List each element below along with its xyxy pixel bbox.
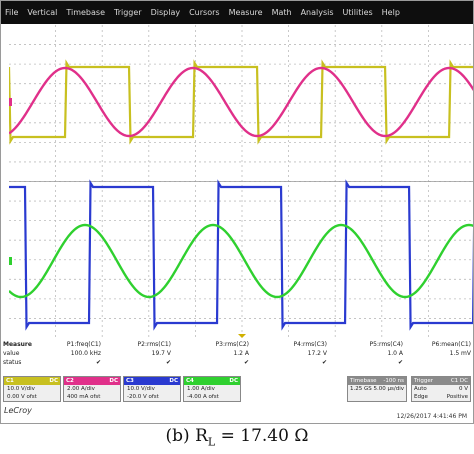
channel-header: C4 DC	[184, 377, 240, 385]
menu-utilities[interactable]: Utilities	[342, 8, 373, 17]
channel-name: C3	[126, 378, 134, 384]
trace-c2-sine-current	[9, 66, 473, 138]
timebase-label: Timebase	[350, 378, 377, 384]
channel-header: C1 DC	[4, 377, 60, 385]
channel-box-c3[interactable]: C3 DC 10.0 V/div -20.0 V ofst	[123, 376, 181, 402]
trace-c3-square-wave	[9, 179, 473, 331]
measure-status-p5: ✔	[397, 359, 403, 366]
menu-trigger[interactable]: Trigger	[114, 8, 142, 17]
channel-2-marker	[9, 98, 12, 106]
measure-name-p1: P1:freq(C1)	[66, 341, 101, 348]
measure-name-p5: P5:rms(C4)	[369, 341, 403, 348]
channel-box-c4[interactable]: C4 DC 1.00 A/div -4.00 A ofst	[183, 376, 241, 402]
measure-value-p3: 1.2 A	[233, 350, 249, 357]
status-label: status	[3, 359, 22, 366]
measure-value-p4: 17.2 V	[307, 350, 327, 357]
channel-header: C2 DC	[64, 377, 120, 385]
trigger-label: Trigger	[414, 378, 433, 384]
channel-name: C1	[6, 378, 14, 384]
measure-name-p3: P3:rms(C2)	[215, 341, 249, 348]
channel-scale: 10.0 V/div	[127, 386, 155, 392]
channel-name: C2	[66, 378, 74, 384]
measure-value-p5: 1.0 A	[387, 350, 403, 357]
trigger-position-marker	[238, 334, 246, 338]
channel-offset: -4.00 A ofst	[187, 394, 219, 400]
trigger-type: Edge	[414, 394, 428, 400]
menu-measure[interactable]: Measure	[228, 8, 263, 17]
menu-analysis[interactable]: Analysis	[300, 8, 334, 17]
channel-coupling: DC	[49, 378, 58, 384]
timebase-delay: -100 ns	[383, 378, 404, 384]
channel-box-c1[interactable]: C1 DC 10.0 V/div 0.00 V ofst	[3, 376, 61, 402]
channel-scale: 2.00 A/div	[67, 386, 95, 392]
measure-label: Measure	[3, 341, 32, 348]
trace-c1-square-wave	[9, 59, 473, 145]
channel-scale: 10.0 V/div	[7, 386, 35, 392]
measure-name-p2: P2:rms(C1)	[137, 341, 171, 348]
measure-value-p2: 19.7 V	[151, 350, 171, 357]
figure-caption: (b) RL = 17.40 Ω	[0, 424, 474, 449]
menu-display[interactable]: Display	[150, 8, 181, 17]
channel-offset: 0.00 V ofst	[7, 394, 37, 400]
channel-header: C3 DC	[124, 377, 180, 385]
menu-timebase[interactable]: Timebase	[66, 8, 105, 17]
menu-math[interactable]: Math	[271, 8, 292, 17]
channel-coupling: DC	[109, 378, 118, 384]
channel-offset: -20.0 V ofst	[127, 394, 159, 400]
channel-descriptors: Timebase -100 ns 1.25 GS 5.00 µs/div Trigg…	[1, 376, 473, 406]
measure-status-p4: ✔	[321, 359, 327, 366]
trigger-level: 0 V	[458, 386, 468, 392]
channel-box-c2[interactable]: C2 DC 2.00 A/div 400 mA ofst	[63, 376, 121, 402]
measure-status-p3: ✔	[243, 359, 249, 366]
oscilloscope-screen: File Vertical Timebase Trigger Display Cursor…	[0, 0, 474, 424]
caption-suffix: = 17.40 Ω	[215, 426, 309, 446]
measure-status-p1: ✔	[95, 359, 101, 366]
trigger-box[interactable]: Trigger C1 DC Auto 0 V Edge Positive	[411, 376, 471, 402]
trace-c4-sine-current	[9, 223, 473, 299]
measure-value-p6: 1.5 mV	[449, 350, 471, 357]
channel-coupling: DC	[229, 378, 238, 384]
menu-vertical[interactable]: Vertical	[27, 8, 58, 17]
timebase-rate: 1.25 GS	[350, 386, 372, 392]
timebase-box[interactable]: Timebase -100 ns 1.25 GS 5.00 µs/div	[347, 376, 407, 402]
trigger-source: C1 DC	[450, 378, 468, 384]
menu-bar: File Vertical Timebase Trigger Display Cursor…	[1, 1, 473, 24]
brand-logo: LeCroy	[4, 406, 32, 415]
trigger-slope: Positive	[446, 394, 468, 400]
waveform-display	[9, 25, 473, 338]
measurement-table: Measure value status P1:freq(C1) 100.0 kH…	[1, 339, 473, 375]
menu-cursors[interactable]: Cursors	[189, 8, 220, 17]
menu-help[interactable]: Help	[381, 8, 400, 17]
measure-name-p4: P4:rms(C3)	[293, 341, 327, 348]
trigger-mode: Auto	[414, 386, 427, 392]
timestamp: 12/26/2017 4:41:46 PM	[396, 413, 467, 420]
channel-scale: 1.00 A/div	[187, 386, 215, 392]
channel-4-marker	[9, 257, 12, 265]
menu-file[interactable]: File	[5, 8, 19, 17]
channel-coupling: DC	[169, 378, 178, 384]
channel-offset: 400 mA ofst	[67, 394, 101, 400]
measure-name-p6: P6:mean(C1)	[431, 341, 471, 348]
caption-subscript: L	[207, 435, 216, 449]
measure-status-p2: ✔	[165, 359, 171, 366]
value-label: value	[3, 350, 20, 357]
measure-value-p1: 100.0 kHz	[70, 350, 101, 357]
caption-prefix: (b) R	[165, 426, 208, 446]
timebase-div: 5.00 µs/div	[373, 386, 405, 392]
channel-name: C4	[186, 378, 194, 384]
